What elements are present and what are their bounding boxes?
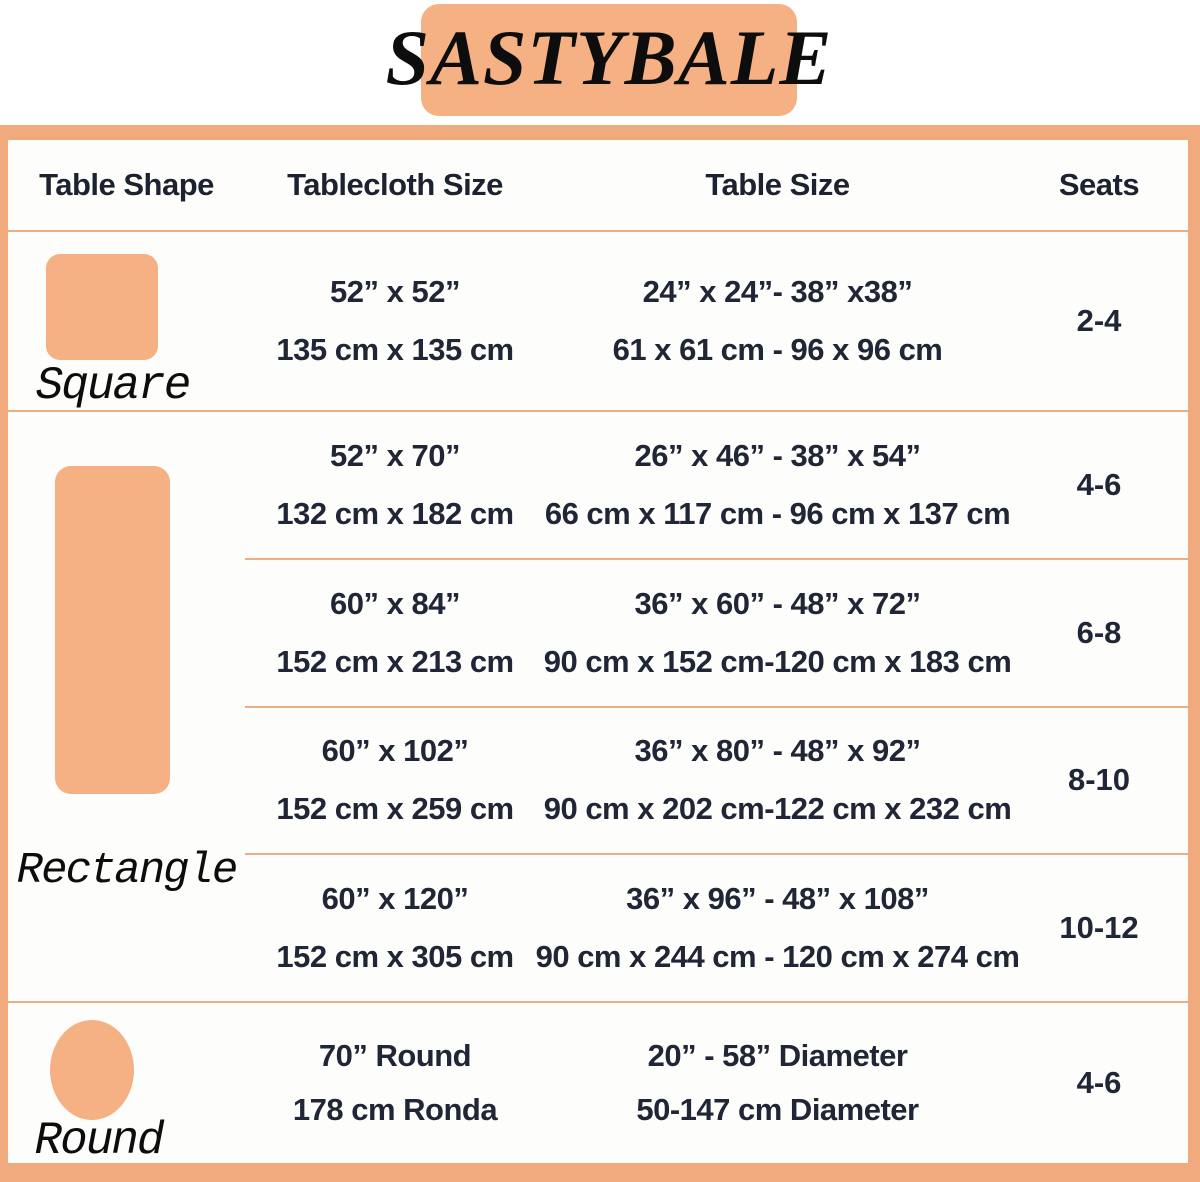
table-size-cell: 36” x 80” - 48” x 92” 90 cm x 202 cm-122… [543, 733, 1012, 827]
tablecloth-size-inches: 52” x 52” [330, 274, 460, 309]
size-chart-table: Table Shape Tablecloth Size Table Size S… [0, 125, 1200, 1182]
table-row: 70” Round 178 cm Ronda 20” - 58” Diamete… [245, 1003, 1188, 1163]
shape-cell-square: Square [8, 232, 245, 412]
table-size-cm: 90 cm x 202 cm-122 cm x 232 cm [543, 791, 1012, 827]
tablecloth-size-inches: 52” x 70” [330, 437, 460, 473]
square-shape-icon [46, 254, 158, 360]
tablecloth-size-inches: 60” x 120” [321, 881, 469, 917]
table-size-inches: 36” x 60” - 48” x 72” [634, 585, 921, 621]
table-size-cm: 50-147 cm Diameter [636, 1092, 919, 1127]
tablecloth-size-cm: 152 cm x 305 cm [276, 939, 514, 975]
tablecloth-size-inches: 70” Round [318, 1038, 472, 1073]
table-size-cell: 20” - 58” Diameter 50-147 cm Diameter [545, 1038, 1010, 1128]
seats-cell: 4-6 [1076, 1065, 1122, 1100]
rectangle-rows: 52” x 70” 132 cm x 182 cm 26” x 46” - 38… [245, 412, 1188, 1001]
tablecloth-size-cm: 152 cm x 259 cm [276, 791, 514, 827]
square-rows: 52” x 52” 135 cm x 135 cm 24” x 24”- 38”… [245, 232, 1188, 410]
brand-name: SASTYBALE [385, 14, 833, 101]
page-header: SASTYBALE [0, 0, 1200, 125]
table-row: 52” x 52” 135 cm x 135 cm 24” x 24”- 38”… [245, 232, 1188, 410]
rectangle-shape-icon [55, 466, 170, 794]
table-size-inches: 20” - 58” Diameter [647, 1038, 908, 1073]
table-row: 60” x 102” 152 cm x 259 cm 36” x 80” - 4… [245, 705, 1188, 854]
tablecloth-size-cell: 60” x 84” 152 cm x 213 cm [245, 586, 545, 680]
tablecloth-size-cell: 70” Round 178 cm Ronda [245, 1038, 545, 1128]
table-size-cm: 66 cm x 117 cm - 96 cm x 137 cm [544, 495, 1011, 531]
table-size-inches: 36” x 80” - 48” x 92” [634, 733, 921, 769]
table-size-cm: 61 x 61 cm - 96 x 96 cm [612, 332, 943, 367]
round-rows: 70” Round 178 cm Ronda 20” - 58” Diamete… [245, 1003, 1188, 1163]
tablecloth-size-cm: 132 cm x 182 cm [276, 495, 514, 531]
column-header-tablecloth-size: Tablecloth Size [287, 167, 503, 202]
shape-label-rectangle: Rectangle [16, 846, 239, 896]
tablecloth-size-inches: 60” x 102” [321, 733, 469, 769]
seats-cell: 8-10 [1067, 762, 1131, 798]
brand-banner: SASTYBALE [386, 4, 831, 116]
table-row: 60” x 84” 152 cm x 213 cm 36” x 60” - 48… [245, 557, 1188, 706]
column-header-table-shape: Table Shape [39, 167, 214, 202]
table-row: 60” x 120” 152 cm x 305 cm 36” x 96” - 4… [245, 853, 1188, 1001]
tablecloth-size-cell: 60” x 102” 152 cm x 259 cm [245, 733, 545, 827]
table-header-row: Table Shape Tablecloth Size Table Size S… [8, 140, 1188, 232]
table-row: 52” x 70” 132 cm x 182 cm 26” x 46” - 38… [245, 412, 1188, 558]
table-size-cell: 24” x 24”- 38” x38” 61 x 61 cm - 96 x 96… [545, 274, 1010, 368]
table-size-cm: 90 cm x 152 cm-120 cm x 183 cm [543, 643, 1012, 679]
seats-cell: 6-8 [1076, 614, 1122, 650]
circle-shape-icon [50, 1020, 134, 1120]
tablecloth-size-cm: 152 cm x 213 cm [276, 643, 514, 679]
tablecloth-size-cell: 52” x 52” 135 cm x 135 cm [245, 274, 545, 368]
shape-label-square: Square [35, 360, 192, 412]
tablecloth-size-inches: 60” x 84” [330, 585, 460, 621]
tablecloth-size-cell: 52” x 70” 132 cm x 182 cm [245, 438, 545, 532]
shape-cell-rectangle: Rectangle [8, 412, 245, 1001]
table-size-cell: 26” x 46” - 38” x 54” 66 cm x 117 cm - 9… [544, 437, 1011, 532]
shape-cell-round: Round [8, 1003, 245, 1167]
tablecloth-size-cell: 60” x 120” 152 cm x 305 cm [245, 881, 545, 975]
table-size-inches: 36” x 96” - 48” x 108” [626, 881, 929, 917]
table-size-cm: 90 cm x 244 cm - 120 cm x 274 cm [535, 939, 1020, 975]
column-header-seats: Seats [1058, 167, 1140, 202]
table-size-inches: 26” x 46” - 38” x 54” [634, 437, 921, 473]
tablecloth-size-cm: 135 cm x 135 cm [276, 332, 514, 367]
table-group-rectangle: Rectangle 52” x 70” 132 cm x 182 cm 26” … [8, 410, 1188, 1001]
shape-label-round: Round [34, 1115, 164, 1167]
table-size-cell: 36” x 60” - 48” x 72” 90 cm x 152 cm-120… [543, 585, 1012, 680]
tablecloth-size-cm: 178 cm Ronda [292, 1092, 498, 1127]
seats-cell: 4-6 [1076, 466, 1122, 502]
column-header-table-size: Table Size [705, 167, 850, 202]
table-size-inches: 24” x 24”- 38” x38” [642, 274, 913, 309]
seats-cell: 10-12 [1059, 910, 1139, 946]
table-group-square: Square 52” x 52” 135 cm x 135 cm 24” x 2… [8, 232, 1188, 412]
seats-cell: 2-4 [1076, 303, 1122, 338]
table-group-round: Round 70” Round 178 cm Ronda 20” - 58” D… [8, 1001, 1188, 1167]
table-size-cell: 36” x 96” - 48” x 108” 90 cm x 244 cm - … [536, 881, 1020, 975]
